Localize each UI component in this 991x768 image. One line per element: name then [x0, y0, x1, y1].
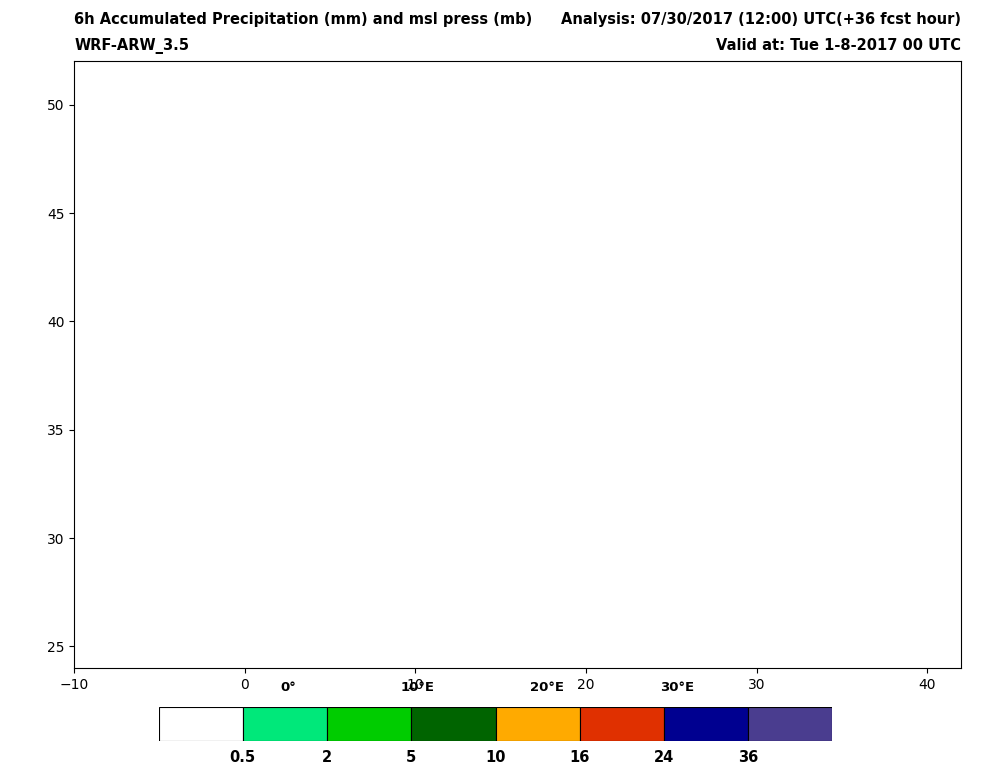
Text: WRF-ARW_3.5: WRF-ARW_3.5 [74, 38, 189, 55]
Bar [327, 707, 411, 741]
Text: 20°E: 20°E [530, 681, 564, 694]
Text: 6h Accumulated Precipitation (mm) and msl press (mb): 6h Accumulated Precipitation (mm) and ms… [74, 12, 532, 27]
Text: Analysis: 07/30/2017 (12:00) UTC(+36 fcst hour): Analysis: 07/30/2017 (12:00) UTC(+36 fcs… [561, 12, 961, 27]
Text: 30°E: 30°E [660, 681, 694, 694]
Text: 36: 36 [738, 750, 758, 765]
Text: 0.5: 0.5 [230, 750, 256, 765]
Bar [411, 707, 496, 741]
Text: Valid at: Tue 1-8-2017 00 UTC: Valid at: Tue 1-8-2017 00 UTC [716, 38, 961, 54]
Bar [664, 707, 748, 741]
Text: 10: 10 [486, 750, 505, 765]
Bar [748, 707, 832, 741]
Text: 0°: 0° [280, 681, 296, 694]
Text: 24: 24 [654, 750, 674, 765]
Text: 10°E: 10°E [400, 681, 435, 694]
Bar [496, 707, 580, 741]
Text: 5: 5 [406, 750, 416, 765]
Bar [243, 707, 327, 741]
Bar [580, 707, 664, 741]
Text: 16: 16 [570, 750, 590, 765]
Text: 2: 2 [322, 750, 332, 765]
Bar [159, 707, 243, 741]
